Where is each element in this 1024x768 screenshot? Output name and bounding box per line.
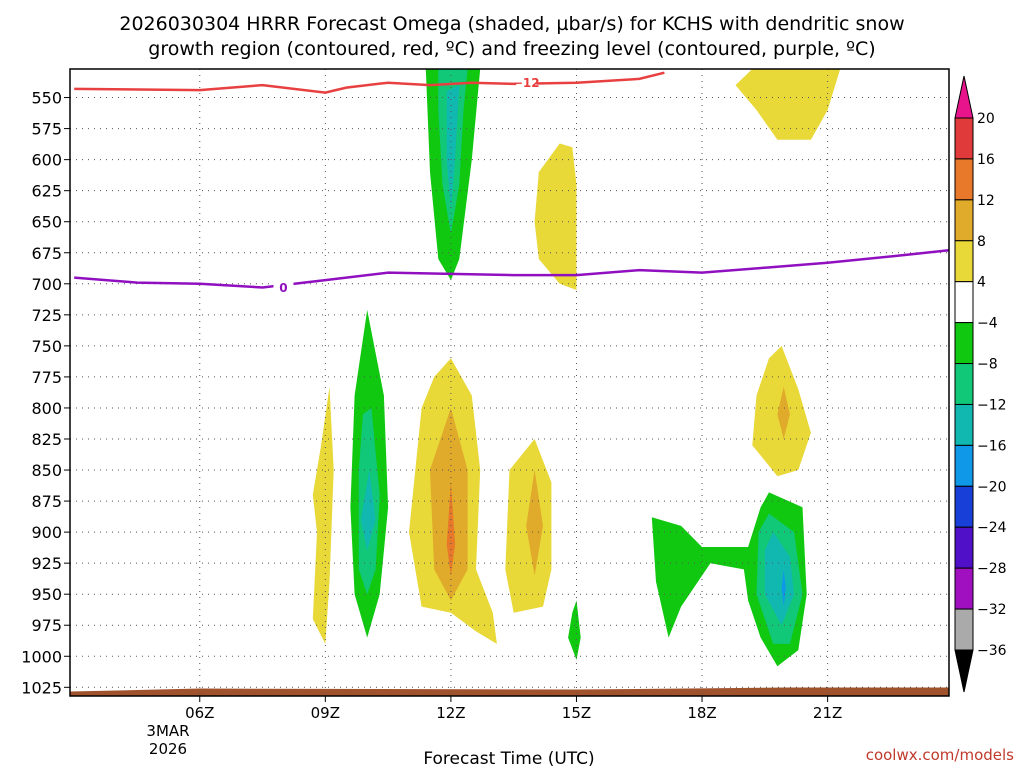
plot-area: −12 0 <box>69 68 950 697</box>
colorbar-label: −36 <box>977 643 1007 659</box>
colorbar-swatch <box>954 608 974 651</box>
colorbar-label: −20 <box>977 479 1007 495</box>
colorbar-swatch <box>954 403 974 446</box>
y-tick-label: 625 <box>31 182 62 201</box>
colorbar-label: −12 <box>977 397 1007 413</box>
y-tick-label: 650 <box>31 213 62 232</box>
colorbar-swatch <box>954 240 974 283</box>
y-tick-label: 1000 <box>21 647 62 666</box>
y-tick-label: 750 <box>31 337 62 356</box>
colorbar-label: −32 <box>977 602 1007 618</box>
colorbar-top-arrow <box>954 75 974 119</box>
omega-gold-20z-core <box>777 386 790 439</box>
y-tick-label: 575 <box>31 120 62 139</box>
colorbar-label: 12 <box>977 193 995 209</box>
colorbar-swatch <box>954 485 974 528</box>
credit-text: coolwx.com/models <box>866 746 1014 764</box>
snow-growth-12C-line <box>74 71 665 94</box>
colorbar-label: 16 <box>977 152 995 168</box>
omega-cyan-20z-core <box>764 532 795 626</box>
omega-blue-20z-core <box>781 569 786 607</box>
colorbar-swatch <box>954 281 974 324</box>
colorbar: 20 16 12 8 4 −4 −8 −12 −16 −20 −24 −28 −32 −36 <box>954 75 1007 693</box>
omega-yellow-upper-right <box>735 69 841 140</box>
freezing-level-0C-label-bg <box>273 280 294 295</box>
chart-title-line-2: growth region (contoured, red, ºC) and f… <box>148 38 875 60</box>
omega-green-15z-blob <box>568 600 581 660</box>
y-tick-label: 600 <box>31 151 62 170</box>
colorbar-swatch <box>954 526 974 569</box>
chart-title-line-1: 2026030304 HRRR Forecast Omega (shaded, … <box>119 13 904 35</box>
colorbar-label: −16 <box>977 438 1007 454</box>
x-tick-label: 15Z <box>562 704 591 722</box>
date-label-day: 3MAR <box>146 722 189 740</box>
snow-growth-12C-label: −12 <box>513 76 540 90</box>
snow-growth-12C-label-bg <box>516 75 537 90</box>
x-tick-label: 09Z <box>311 704 340 722</box>
x-tick-label: 21Z <box>813 704 842 722</box>
terrain-layer <box>70 687 949 696</box>
colorbar-label: 20 <box>977 111 995 127</box>
colorbar-label: −28 <box>977 561 1007 577</box>
x-tick-label: 12Z <box>436 704 465 722</box>
omega-gold-12z-core <box>430 408 468 601</box>
y-tick-label: 900 <box>31 523 62 542</box>
freezing-level-0C-label: 0 <box>279 281 287 295</box>
contour-lines: −12 0 <box>74 71 949 295</box>
plot-background <box>70 69 949 696</box>
colorbar-swatch <box>954 567 974 610</box>
y-tick-label: 775 <box>31 368 62 387</box>
colorbar-swatch <box>954 322 974 365</box>
omega-cyan-12z-core <box>446 85 460 210</box>
x-axis-label: Forecast Time (UTC) <box>423 749 594 768</box>
omega-shaded-regions <box>312 69 841 667</box>
y-tick-label: 550 <box>31 89 62 108</box>
y-tick-label: 825 <box>31 430 62 449</box>
x-tick-label: 18Z <box>687 704 716 722</box>
y-tick-label: 975 <box>31 616 62 635</box>
terrain <box>70 687 949 696</box>
colorbar-label: −24 <box>977 520 1007 536</box>
omega-gold-14z-core <box>526 470 543 576</box>
date-label-year: 2026 <box>149 740 187 758</box>
y-tick-label: 700 <box>31 275 62 294</box>
colorbar-label: 4 <box>977 275 986 291</box>
colorbar-label: −8 <box>977 357 998 373</box>
x-axis-ticks: 06Z 09Z 12Z 15Z 18Z 21Z <box>185 696 842 722</box>
plot-frame <box>69 68 950 697</box>
grid-lines <box>70 69 949 696</box>
y-tick-label: 675 <box>31 244 62 263</box>
y-axis-ticks: 550 575 600 625 650 675 700 725 750 775 800 825 850 8… <box>21 89 70 697</box>
y-tick-label: 800 <box>31 399 62 418</box>
omega-cyan-10z-core <box>360 470 376 551</box>
y-tick-label: 850 <box>31 461 62 480</box>
omega-yellow-09z-sliver <box>312 386 334 644</box>
freezing-level-0C-line <box>74 249 949 289</box>
colorbar-swatch <box>954 158 974 201</box>
y-tick-label: 950 <box>31 585 62 604</box>
colorbar-swatch <box>954 199 974 242</box>
colorbar-swatch <box>954 444 974 487</box>
colorbar-swatch <box>954 363 974 405</box>
omega-orange-12z-core <box>446 482 456 576</box>
colorbar-bottom-arrow <box>954 649 974 693</box>
y-tick-label: 1025 <box>21 678 62 697</box>
colorbar-swatch <box>954 117 974 160</box>
x-tick-label: 06Z <box>185 704 214 722</box>
y-tick-label: 925 <box>31 554 62 573</box>
omega-yellow-mid-column <box>534 143 577 290</box>
colorbar-label: −4 <box>977 316 998 332</box>
y-tick-label: 725 <box>31 306 62 325</box>
y-tick-label: 875 <box>31 492 62 511</box>
colorbar-label: 8 <box>977 234 986 250</box>
